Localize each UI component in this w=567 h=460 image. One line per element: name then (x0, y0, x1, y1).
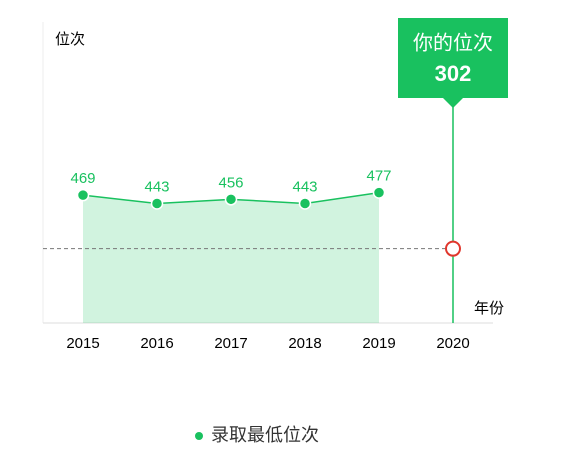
x-tick-label: 2017 (214, 335, 247, 352)
data-label: 469 (70, 170, 95, 187)
area (83, 192, 379, 323)
callout (398, 18, 508, 108)
point (224, 193, 238, 206)
point (372, 186, 386, 199)
callout-title: 你的位次 (413, 31, 493, 54)
point (76, 188, 90, 202)
point (150, 197, 164, 210)
data-label: 443 (292, 178, 317, 195)
y-axis-label: 位次 (55, 31, 85, 48)
x-tick-label: 2019 (362, 335, 395, 352)
legend-label: 录取最低位次 (211, 425, 319, 445)
x-tick-label: 2015 (66, 335, 99, 352)
x-tick-label: 2018 (288, 335, 321, 352)
highlight-point (445, 240, 461, 257)
data-label: 443 (144, 178, 169, 195)
x-tick-label: 2016 (140, 335, 173, 352)
data-label: 456 (218, 174, 243, 191)
callout-value: 302 (435, 61, 472, 86)
legend-marker (195, 432, 203, 440)
x-tick-label: 2020 (436, 335, 469, 352)
data-label: 477 (366, 168, 391, 185)
x-axis-label: 年份 (474, 300, 504, 317)
point (298, 197, 312, 210)
